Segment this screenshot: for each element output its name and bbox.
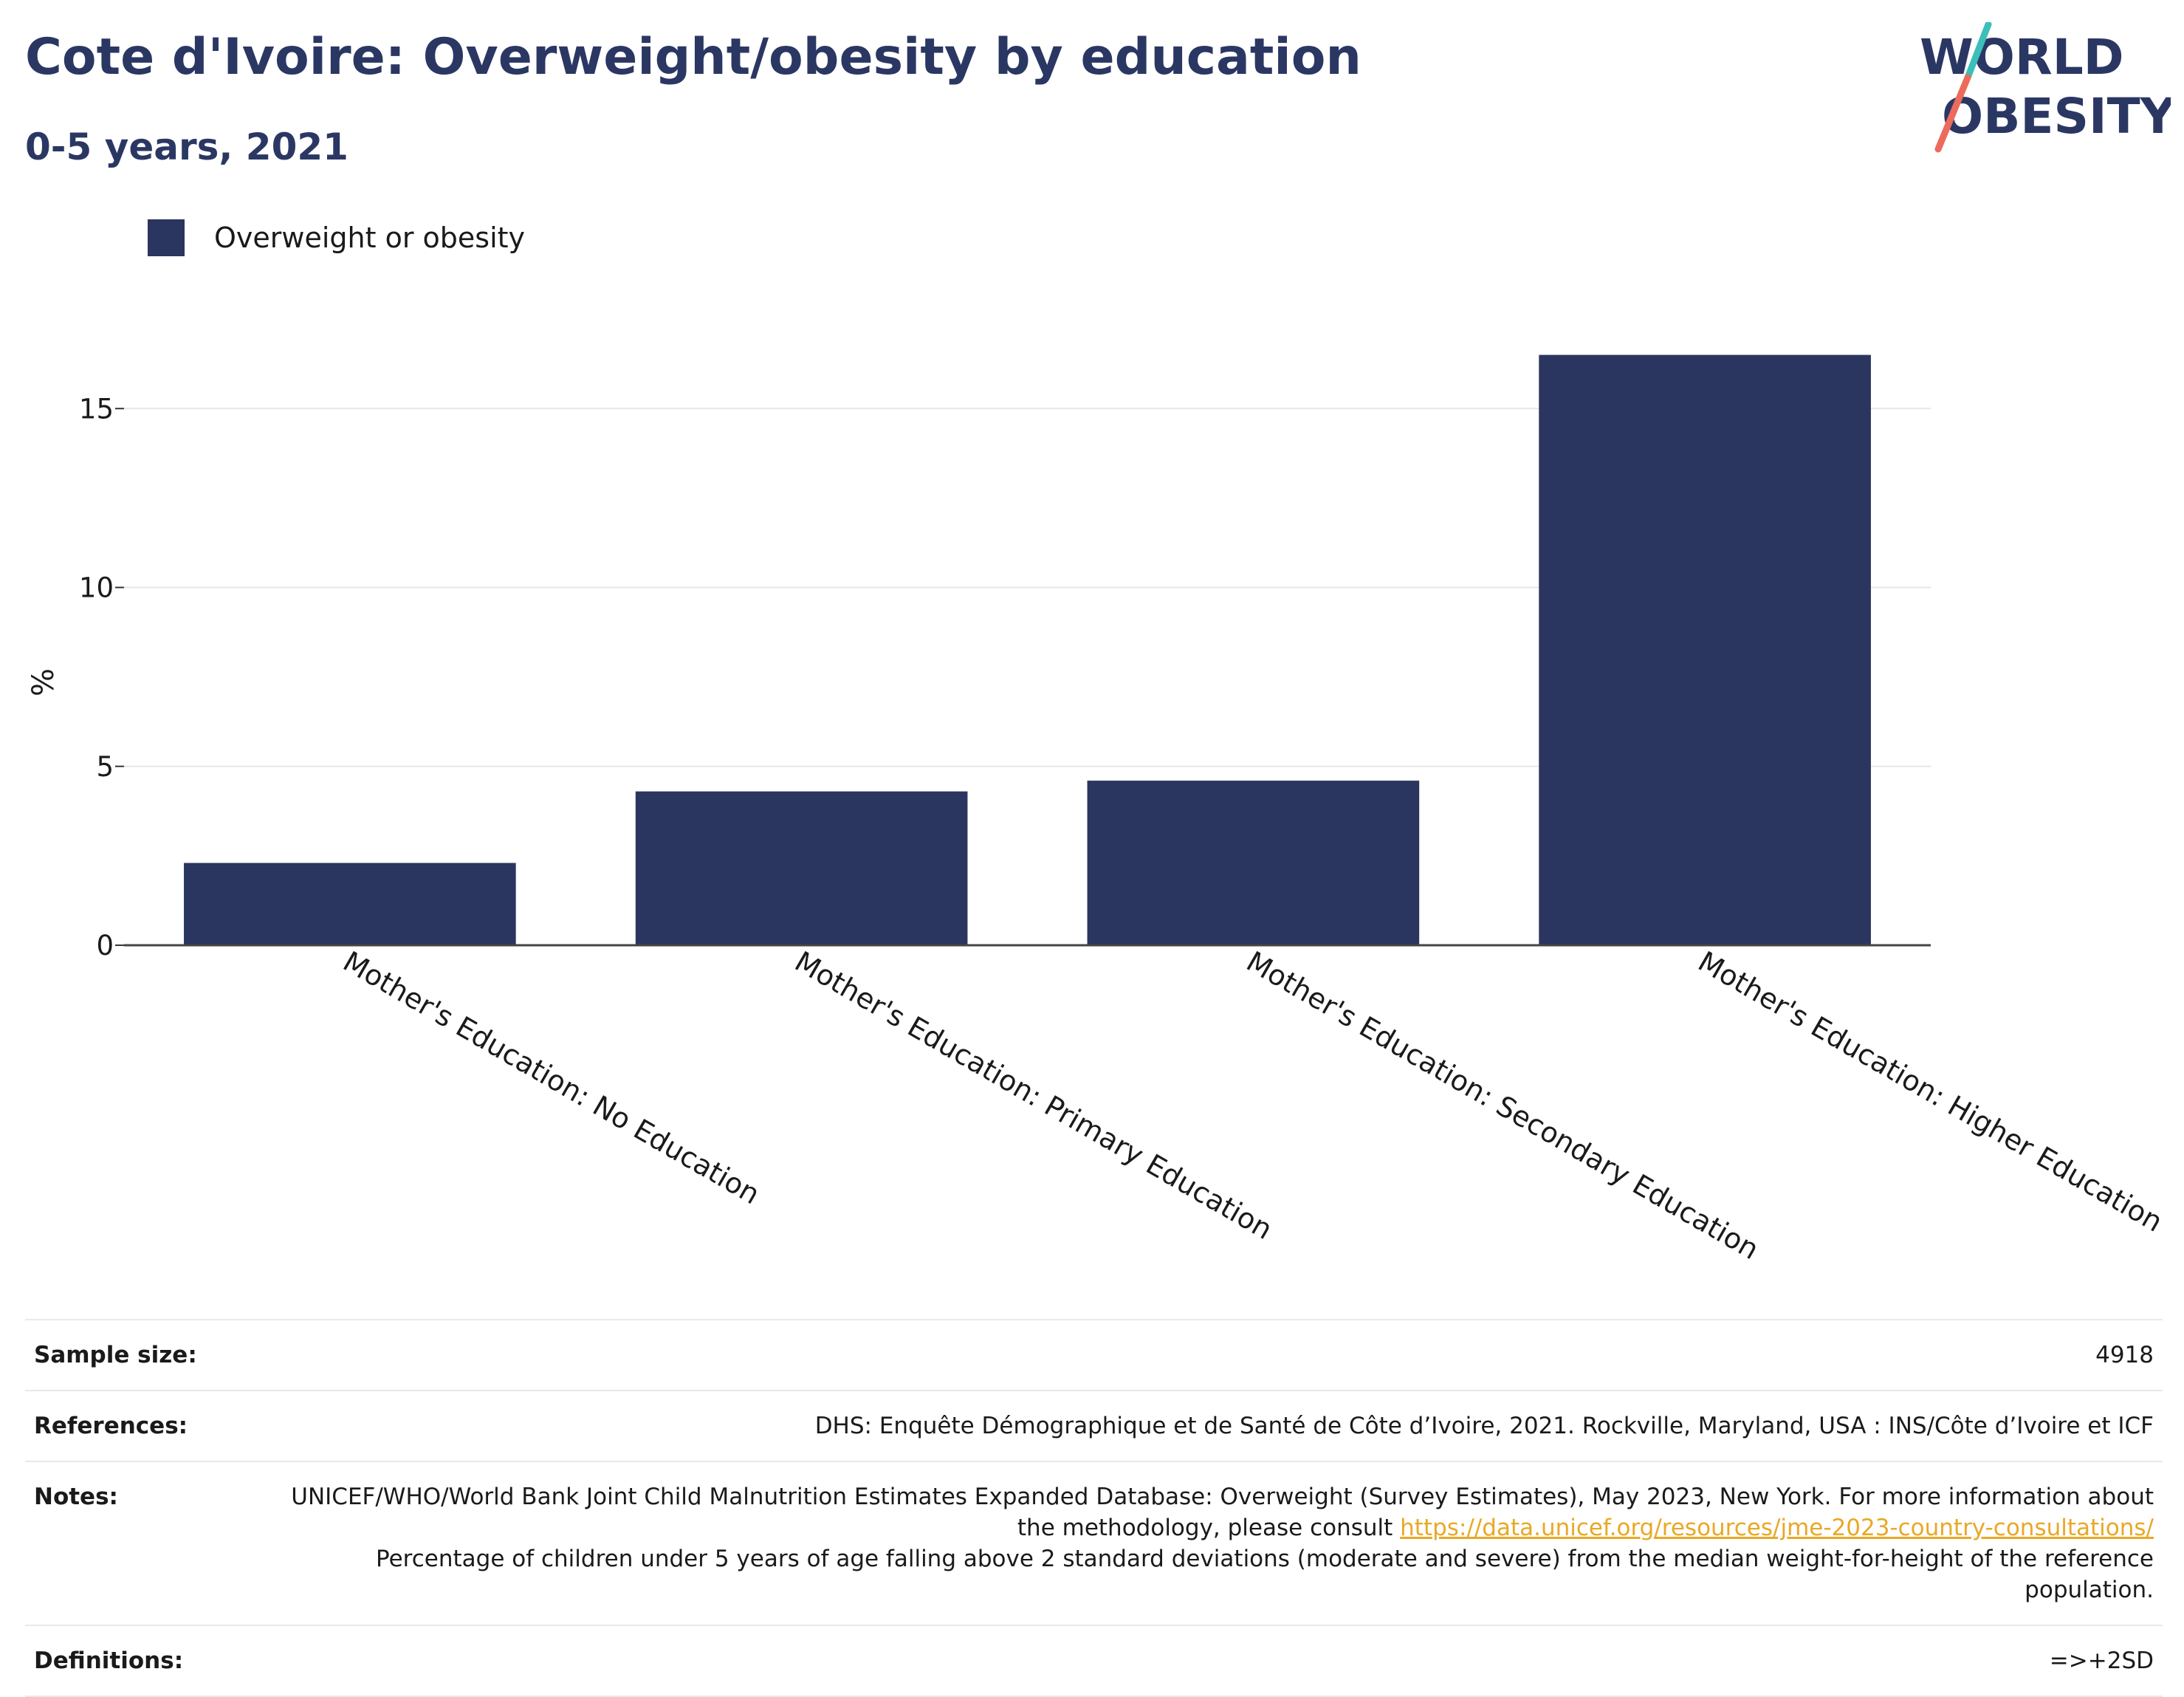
logo-word-obesity: OBESITY: [1942, 88, 2171, 145]
info-table: Sample size: 4918 References: DHS: Enquê…: [25, 1319, 2163, 1697]
x-tick-label: Mother's Education: Higher Education: [1693, 945, 2168, 1238]
y-tick-label: 10: [79, 572, 114, 604]
notes-label: Notes:: [34, 1484, 118, 1510]
y-axis-label: %: [27, 668, 61, 696]
logo-word-world: WORLD: [1920, 29, 2124, 86]
notes-text-1: UNICEF/WHO/World Bank Joint Child Malnut…: [291, 1484, 2154, 1541]
logo-slash-coral: [1934, 74, 1971, 153]
notes-value: UNICEF/WHO/World Bank Joint Child Malnut…: [264, 1461, 2163, 1625]
page-title: Cote d'Ivoire: Overweight/obesity by edu…: [25, 28, 1361, 86]
info-row-sample-size: Sample size: 4918: [25, 1320, 2163, 1391]
notes-text-2: Percentage of children under 5 years of …: [376, 1546, 2154, 1603]
world-obesity-logo: WORLD OBESITY: [1920, 22, 2171, 153]
bar: [1539, 354, 1871, 945]
chart-legend[interactable]: Overweight or obesity: [148, 219, 525, 257]
bar: [184, 863, 516, 945]
info-row-notes: Notes: UNICEF/WHO/World Bank Joint Child…: [25, 1461, 2163, 1625]
info-row-definitions: Definitions: =>+2SD: [25, 1625, 2163, 1696]
legend-swatch: [148, 219, 185, 256]
definitions-label: Definitions:: [34, 1648, 184, 1674]
definitions-value: =>+2SD: [2049, 1648, 2154, 1674]
bar: [1087, 781, 1420, 945]
info-row-references: References: DHS: Enquête Démographique e…: [25, 1391, 2163, 1461]
x-tick-label: Mother's Education: Primary Education: [789, 945, 1278, 1246]
sample-size-label: Sample size:: [34, 1342, 197, 1368]
sample-size-value: 4918: [2095, 1342, 2154, 1368]
y-tick-label: 5: [96, 751, 114, 783]
references-value: DHS: Enquête Démographique et de Santé d…: [814, 1413, 2154, 1439]
references-label: References:: [34, 1413, 188, 1439]
page-subtitle: 0-5 years, 2021: [25, 126, 348, 168]
x-tick-label: Mother's Education: No Education: [337, 945, 765, 1211]
bar: [635, 791, 968, 945]
methodology-link[interactable]: https://data.unicef.org/resources/jme-20…: [1400, 1515, 2154, 1541]
logo-slash-teal: [1964, 22, 1992, 81]
x-tick-label: Mother's Education: Secondary Education: [1241, 945, 1765, 1266]
y-tick-label: 15: [79, 393, 114, 425]
y-tick-label: 0: [96, 930, 114, 961]
legend-label: Overweight or obesity: [214, 222, 526, 254]
